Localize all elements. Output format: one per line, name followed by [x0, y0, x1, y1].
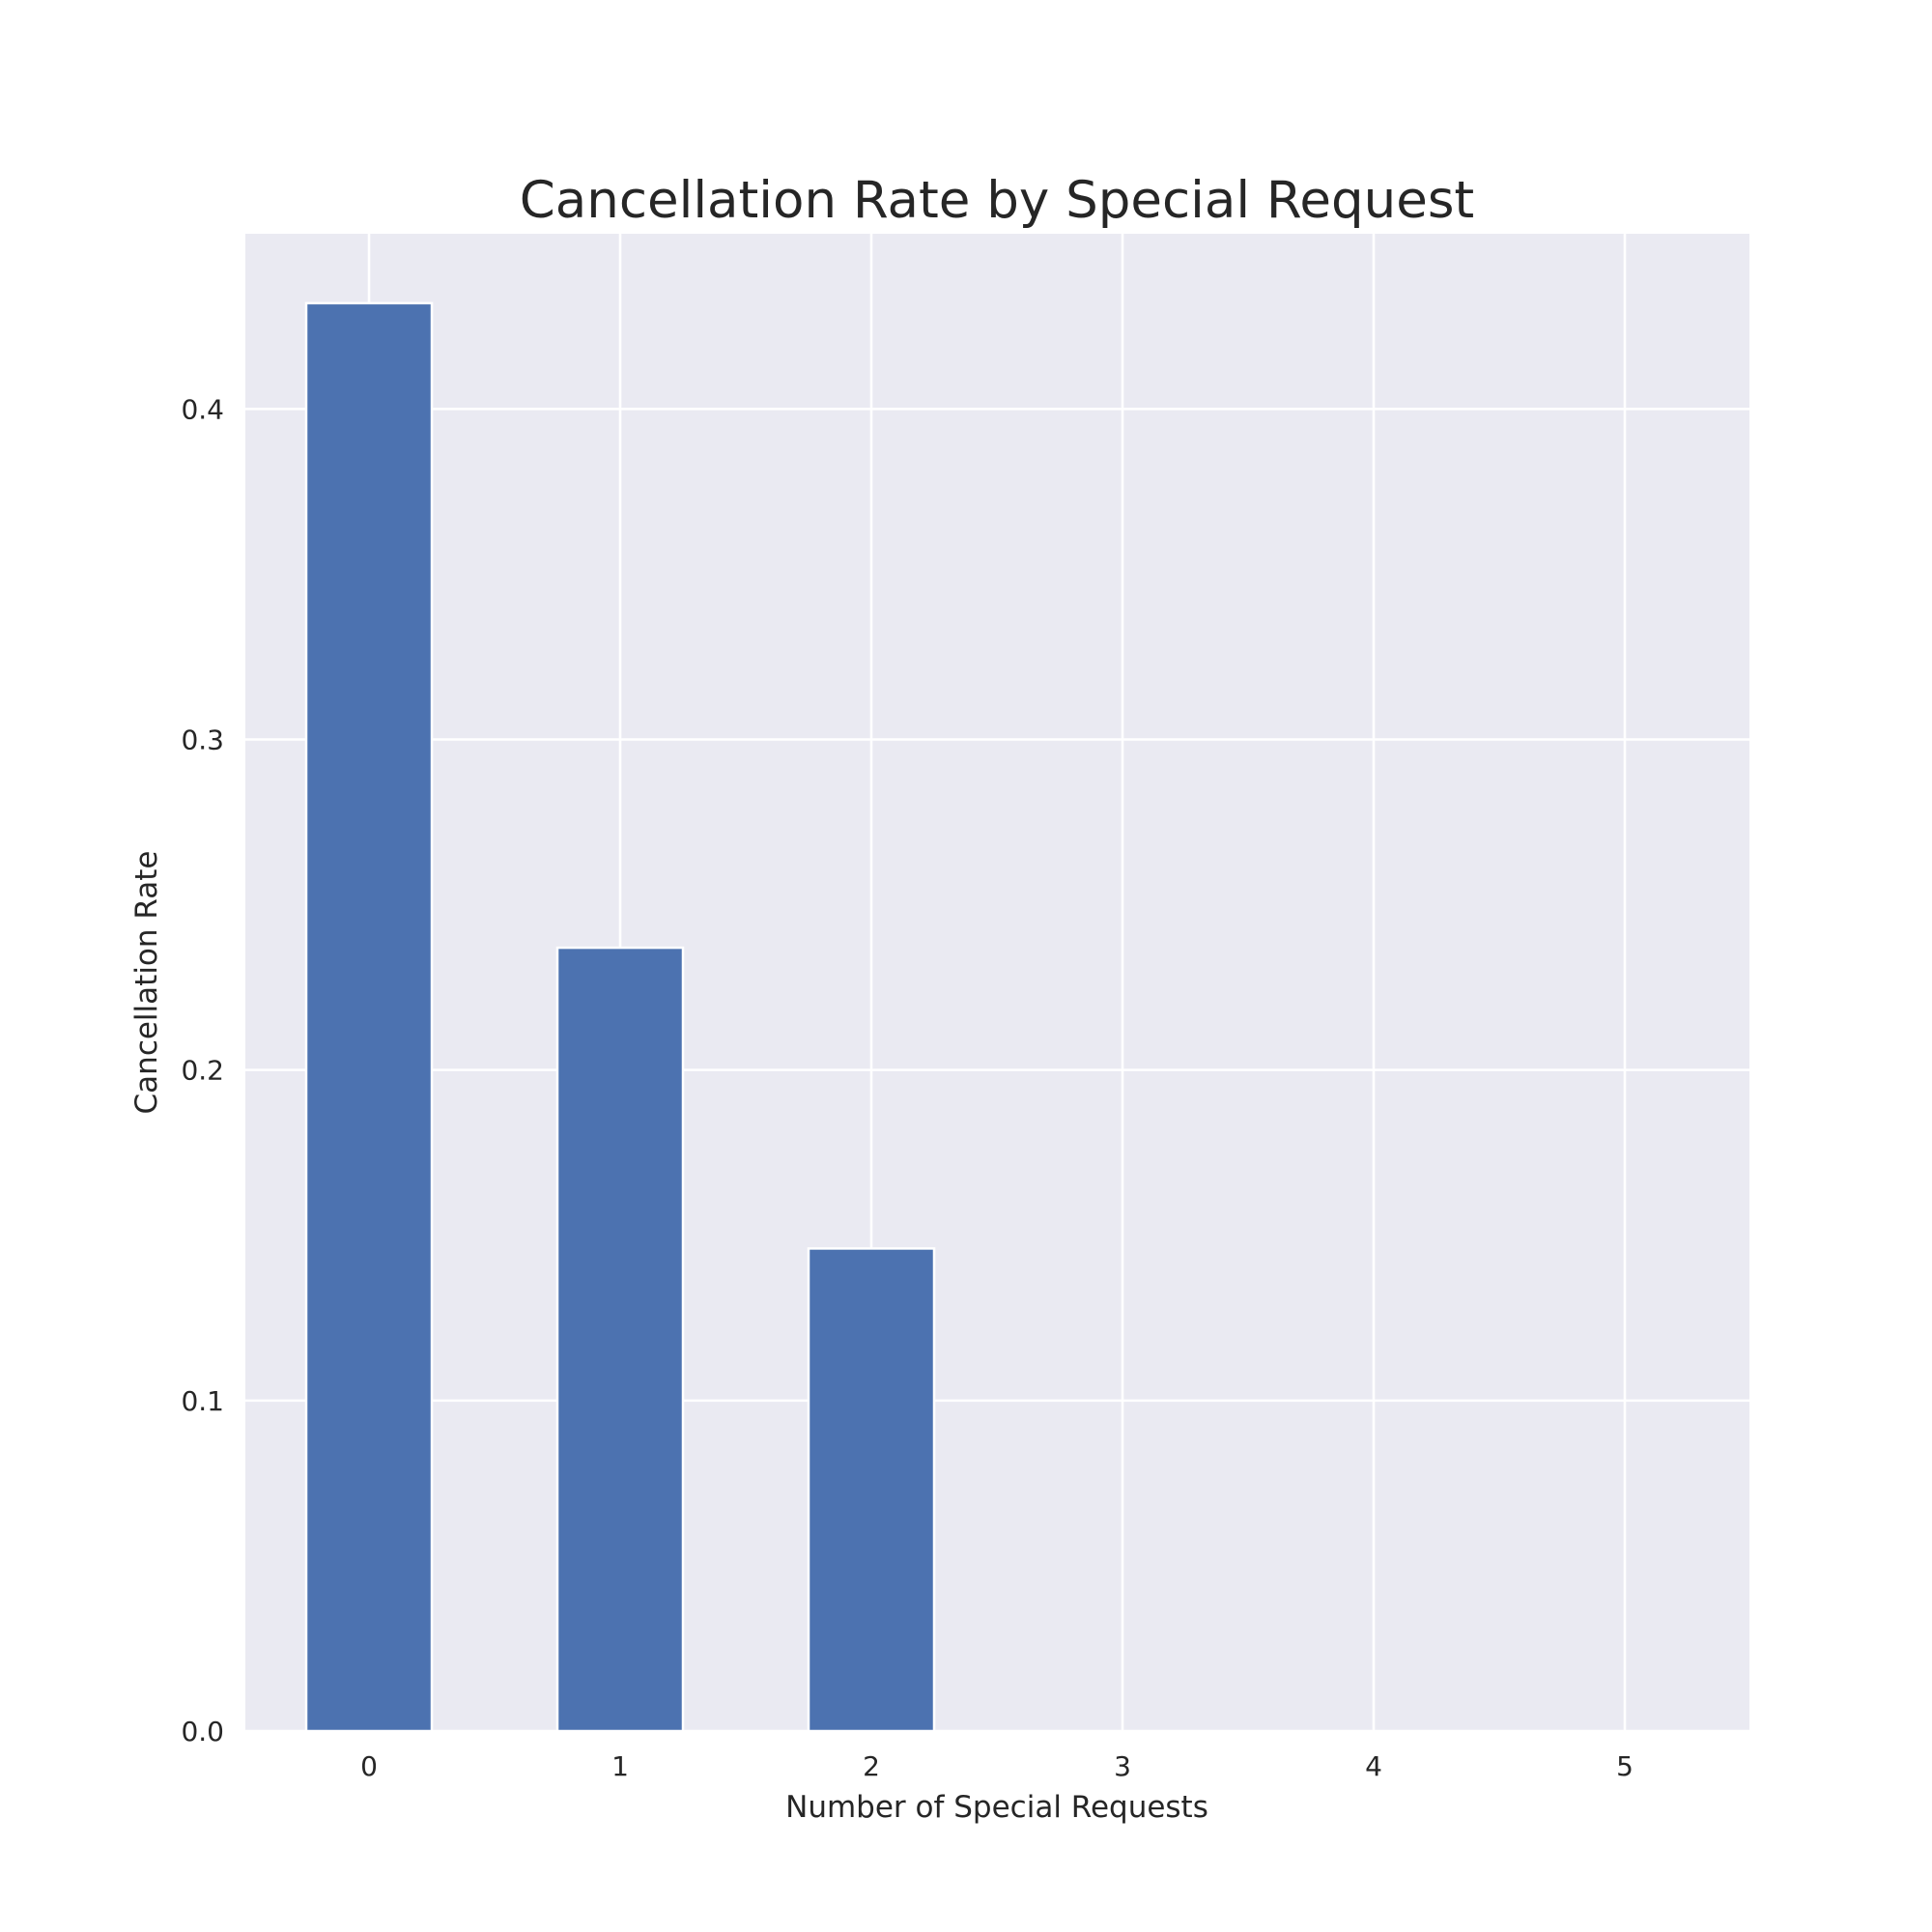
- x-tick-label: 1: [611, 1750, 629, 1782]
- bar: [807, 1247, 936, 1733]
- x-tick-label: 3: [1114, 1750, 1131, 1782]
- x-tick-label: 0: [360, 1750, 378, 1782]
- x-axis-ticks: 0 1 2 3 4 5: [360, 1750, 1634, 1782]
- bar: [304, 301, 434, 1733]
- y-tick-label: 0.0: [181, 1716, 224, 1747]
- x-tick-label: 2: [863, 1750, 880, 1782]
- y-axis-ticks: 0.0 0.1 0.2 0.3 0.4: [181, 393, 224, 1747]
- y-tick-label: 0.4: [181, 393, 224, 425]
- x-axis-label: Number of Special Requests: [785, 1790, 1208, 1825]
- y-tick-label: 0.2: [181, 1055, 224, 1087]
- bars: [304, 301, 936, 1733]
- bar: [555, 946, 685, 1733]
- y-tick-label: 0.3: [181, 724, 224, 756]
- chart-title: Cancellation Rate by Special Request: [520, 171, 1474, 230]
- x-tick-label: 5: [1616, 1750, 1634, 1782]
- y-axis-label: Cancellation Rate: [129, 851, 164, 1115]
- plot-area: [245, 234, 1749, 1731]
- y-tick-label: 0.1: [181, 1385, 224, 1417]
- x-tick-label: 4: [1365, 1750, 1382, 1782]
